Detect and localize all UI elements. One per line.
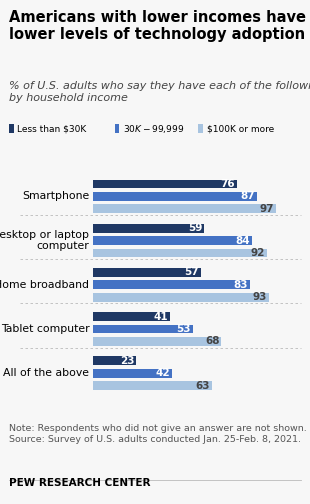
- Text: 93: 93: [252, 292, 267, 302]
- Bar: [93, 312, 170, 321]
- Text: 57: 57: [184, 268, 199, 277]
- Bar: [93, 381, 212, 390]
- Text: 83: 83: [233, 280, 248, 290]
- Bar: [93, 179, 237, 188]
- Bar: [93, 224, 204, 232]
- Bar: [93, 280, 250, 289]
- Text: $100K or more: $100K or more: [206, 124, 274, 133]
- Text: 53: 53: [177, 324, 191, 334]
- Text: 23: 23: [120, 356, 135, 366]
- Text: Americans with lower incomes have
lower levels of technology adoption: Americans with lower incomes have lower …: [9, 10, 306, 42]
- Text: Desktop or laptop
computer: Desktop or laptop computer: [0, 230, 89, 251]
- Bar: [93, 293, 268, 301]
- Text: 63: 63: [196, 381, 210, 391]
- Bar: [93, 369, 172, 377]
- Text: 97: 97: [260, 204, 274, 214]
- Text: 41: 41: [154, 311, 169, 322]
- Text: PEW RESEARCH CENTER: PEW RESEARCH CENTER: [9, 478, 151, 488]
- Text: Note: Respondents who did not give an answer are not shown.
Source: Survey of U.: Note: Respondents who did not give an an…: [9, 424, 307, 445]
- Bar: [93, 236, 252, 245]
- Bar: [93, 192, 257, 201]
- Text: 92: 92: [250, 248, 265, 258]
- Text: 42: 42: [156, 368, 171, 378]
- Bar: [93, 248, 267, 258]
- Text: 76: 76: [220, 179, 235, 189]
- Text: % of U.S. adults who say they have each of the following,
by household income: % of U.S. adults who say they have each …: [9, 81, 310, 103]
- Text: 87: 87: [241, 192, 255, 201]
- Text: Home broadband: Home broadband: [0, 280, 89, 290]
- Text: Smartphone: Smartphone: [22, 192, 89, 201]
- Text: 59: 59: [188, 223, 202, 233]
- Text: 68: 68: [205, 336, 219, 346]
- Bar: [93, 356, 136, 365]
- Text: $30K-$99,999: $30K-$99,999: [123, 122, 184, 135]
- Text: Tablet computer: Tablet computer: [1, 324, 89, 334]
- Bar: [93, 204, 276, 213]
- Bar: [93, 268, 201, 277]
- Bar: [93, 325, 193, 333]
- Text: All of the above: All of the above: [3, 368, 89, 378]
- Bar: [93, 337, 221, 346]
- Text: 84: 84: [235, 235, 250, 245]
- Text: Less than $30K: Less than $30K: [17, 124, 87, 133]
